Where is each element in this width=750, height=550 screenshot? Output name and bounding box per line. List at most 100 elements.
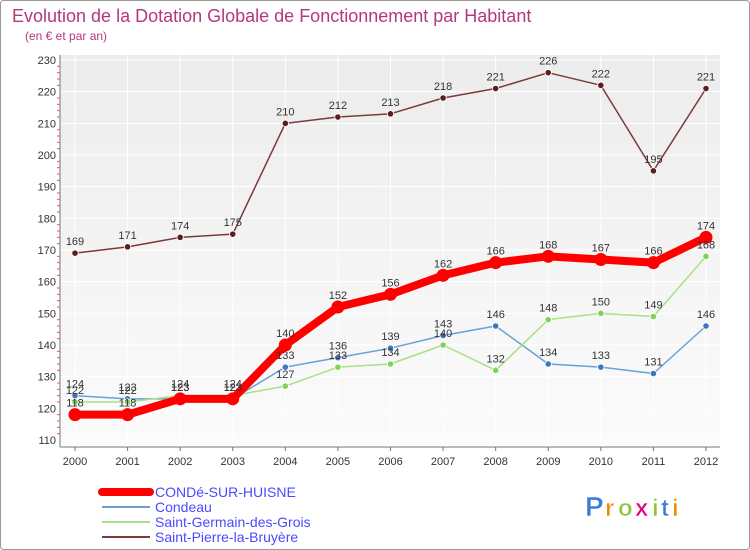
data-label: 166 <box>486 246 504 258</box>
x-tick-label: 2009 <box>536 456 560 468</box>
data-point <box>121 408 135 422</box>
legend-label: Saint-Germain-des-Grois <box>155 514 311 530</box>
data-label: 143 <box>434 319 452 331</box>
y-tick-label: 160 <box>38 277 56 289</box>
data-point <box>386 110 395 118</box>
data-point <box>71 398 79 406</box>
x-tick-label: 2006 <box>378 456 402 468</box>
y-tick-label: 200 <box>38 150 56 162</box>
data-label: 168 <box>539 239 557 251</box>
data-label: 124 <box>171 379 189 391</box>
data-label: 226 <box>539 56 557 68</box>
data-point <box>439 94 447 102</box>
x-tick-label: 2008 <box>483 456 507 468</box>
brand-logo-letter: i <box>652 495 659 522</box>
data-label: 221 <box>486 72 504 84</box>
data-point <box>436 268 450 282</box>
data-label: 146 <box>697 309 715 321</box>
legend-label: Saint-Pierre-la-Bruyère <box>155 529 298 545</box>
data-point <box>439 341 447 349</box>
legend-label: CONDé-SUR-HUISNE <box>155 484 296 500</box>
data-point <box>646 256 660 270</box>
data-label: 140 <box>276 328 294 340</box>
y-tick-label: 190 <box>38 182 56 194</box>
data-label: 139 <box>381 331 399 343</box>
data-label: 123 <box>171 382 189 394</box>
data-label: 136 <box>329 341 347 353</box>
chart-title: Evolution de la Dotation Globale de Fonc… <box>12 6 531 26</box>
y-tick-label: 130 <box>38 372 56 384</box>
data-point <box>439 331 447 340</box>
data-label: 162 <box>434 258 452 270</box>
data-label: 213 <box>381 97 399 109</box>
data-point <box>71 249 79 257</box>
data-point <box>226 392 240 406</box>
data-label: 118 <box>66 398 84 410</box>
data-label: 169 <box>66 236 84 248</box>
data-label: 124 <box>66 379 84 391</box>
data-point <box>123 243 132 251</box>
data-point <box>176 233 184 241</box>
x-tick-label: 2012 <box>694 456 718 468</box>
data-label: 118 <box>119 398 137 410</box>
data-point <box>594 253 608 266</box>
y-tick-label: 210 <box>38 118 56 130</box>
data-point <box>386 344 395 352</box>
data-point <box>492 84 500 93</box>
data-point <box>702 84 710 93</box>
data-point <box>544 360 552 368</box>
data-label: 156 <box>381 277 399 289</box>
data-label: 148 <box>539 303 557 315</box>
y-tick-label: 220 <box>38 87 56 99</box>
y-tick-label: 110 <box>38 435 56 447</box>
data-label: 131 <box>644 357 662 369</box>
data-label: 212 <box>329 100 347 112</box>
data-point <box>597 363 605 371</box>
data-point <box>331 300 345 314</box>
data-point <box>384 287 397 301</box>
x-tick-label: 2001 <box>115 456 139 468</box>
data-label: 123 <box>171 382 189 394</box>
data-point <box>334 354 342 362</box>
brand-logo-letter: o <box>618 495 633 522</box>
data-point <box>597 81 605 89</box>
data-point <box>492 322 500 330</box>
data-point <box>489 256 503 270</box>
data-label: 222 <box>592 68 610 80</box>
data-label: 171 <box>118 230 136 242</box>
data-label: 152 <box>329 290 347 302</box>
data-label: 210 <box>276 106 294 118</box>
data-label: 134 <box>381 347 399 359</box>
data-point <box>597 309 605 317</box>
data-label: 123 <box>224 382 242 394</box>
data-point <box>334 363 342 371</box>
data-point <box>334 113 342 121</box>
data-label: 133 <box>276 350 294 362</box>
data-label: 127 <box>276 369 294 381</box>
y-tick-label: 180 <box>38 213 56 225</box>
data-point <box>544 69 552 77</box>
data-point <box>649 369 658 378</box>
data-label: 123 <box>224 382 242 394</box>
data-label: 174 <box>697 220 715 232</box>
data-label: 218 <box>434 81 452 93</box>
data-label: 123 <box>118 382 136 394</box>
data-point <box>649 167 658 175</box>
data-label: 133 <box>329 350 347 362</box>
data-label: 122 <box>118 385 136 397</box>
data-point <box>281 382 289 390</box>
data-label: 133 <box>592 350 610 362</box>
data-label: 195 <box>644 154 662 166</box>
data-point <box>544 316 552 324</box>
data-label: 124 <box>224 379 242 391</box>
data-point <box>278 338 292 352</box>
data-label: 140 <box>434 328 452 340</box>
y-tick-label: 120 <box>38 403 56 415</box>
data-point <box>68 408 82 422</box>
y-tick-label: 170 <box>38 245 56 257</box>
data-point <box>386 360 395 368</box>
data-point <box>541 249 555 263</box>
x-tick-label: 2003 <box>221 456 245 468</box>
